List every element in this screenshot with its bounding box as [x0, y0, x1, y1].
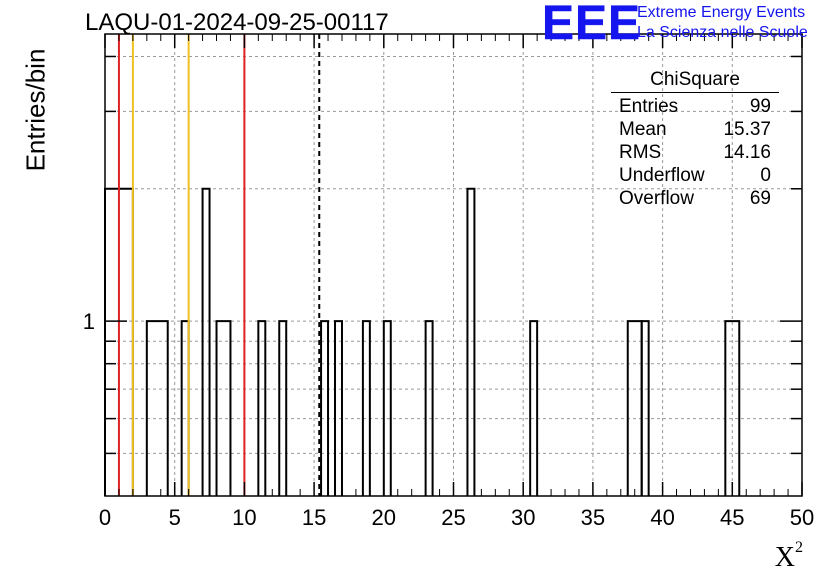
histogram-bin: [320, 320, 330, 496]
stats-row-mean: Mean 15.37: [611, 118, 779, 141]
x-tick-label: 25: [441, 505, 465, 530]
stats-row-rms: RMS 14.16: [611, 141, 779, 164]
histogram-bin: [257, 320, 267, 496]
histogram-bin: [529, 320, 539, 496]
x-tick-label: 40: [650, 505, 674, 530]
tick-labels: 0 5 10 15 20 25 30 35 40 45 50 1: [83, 309, 814, 530]
reference-lines: [117, 34, 321, 496]
histogram-bin: [334, 320, 343, 496]
x-axis-label: X2: [775, 539, 803, 574]
histogram-bin: [215, 320, 232, 496]
stats-label: Underflow: [619, 165, 705, 186]
histogram-bin: [361, 320, 371, 496]
histogram-bin: [145, 320, 169, 496]
histogram-bin: [424, 320, 434, 496]
y-axis-label: Entries/bin: [20, 48, 51, 172]
x-axis-label-sup: 2: [795, 539, 803, 556]
stats-label: Entries: [619, 96, 679, 117]
x-tick-label: 45: [720, 505, 744, 530]
stats-value: 69: [749, 188, 771, 209]
histogram-bin: [382, 320, 392, 496]
y-tick-label: 1: [83, 309, 95, 334]
stats-value: 0: [760, 165, 771, 186]
stats-value: 14.16: [723, 142, 771, 163]
x-tick-label: 35: [581, 505, 605, 530]
stats-divider: [611, 92, 779, 93]
histogram-bin: [466, 187, 476, 496]
x-tick-label: 50: [790, 505, 814, 530]
x-axis-label-base: X: [774, 542, 795, 573]
histogram-bin: [626, 320, 643, 496]
stats-box: ChiSquare Entries 99 Mean 15.37 RMS 14.16 U…: [611, 66, 779, 210]
stats-label: Overflow: [619, 188, 694, 209]
chart-title: LAQU-01-2024-09-25-00117: [85, 9, 389, 36]
stats-value: 15.37: [723, 119, 771, 140]
x-tick-label: 20: [372, 505, 396, 530]
stats-label: RMS: [619, 142, 662, 163]
histogram-bin: [180, 320, 190, 496]
histogram-bin: [724, 320, 741, 496]
x-tick-label: 0: [99, 505, 111, 530]
x-tick-label: 30: [511, 505, 535, 530]
histogram: [104, 187, 741, 496]
stats-value: 99: [749, 96, 771, 117]
eee-logo-mark: EEE: [542, 0, 642, 50]
grid-lines: [105, 34, 802, 496]
stats-row-overflow: Overflow 69: [611, 187, 779, 210]
stats-row-entries: Entries 99: [611, 95, 779, 118]
x-tick-label: 15: [302, 505, 326, 530]
logo-line-2: La Scienza nelle Scuole: [637, 24, 808, 41]
logo-line-1: Extreme Energy Events: [637, 4, 806, 21]
histogram-bin: [640, 320, 650, 496]
x-tick-label: 5: [169, 505, 181, 530]
x-tick-label: 10: [232, 505, 256, 530]
axis-ticks: [104, 34, 803, 496]
histogram-bin: [278, 320, 288, 496]
stats-title: ChiSquare: [650, 69, 740, 90]
stats-label: Mean: [619, 119, 667, 140]
histogram-bin: [201, 187, 211, 496]
stats-row-underflow: Underflow 0: [611, 164, 779, 187]
